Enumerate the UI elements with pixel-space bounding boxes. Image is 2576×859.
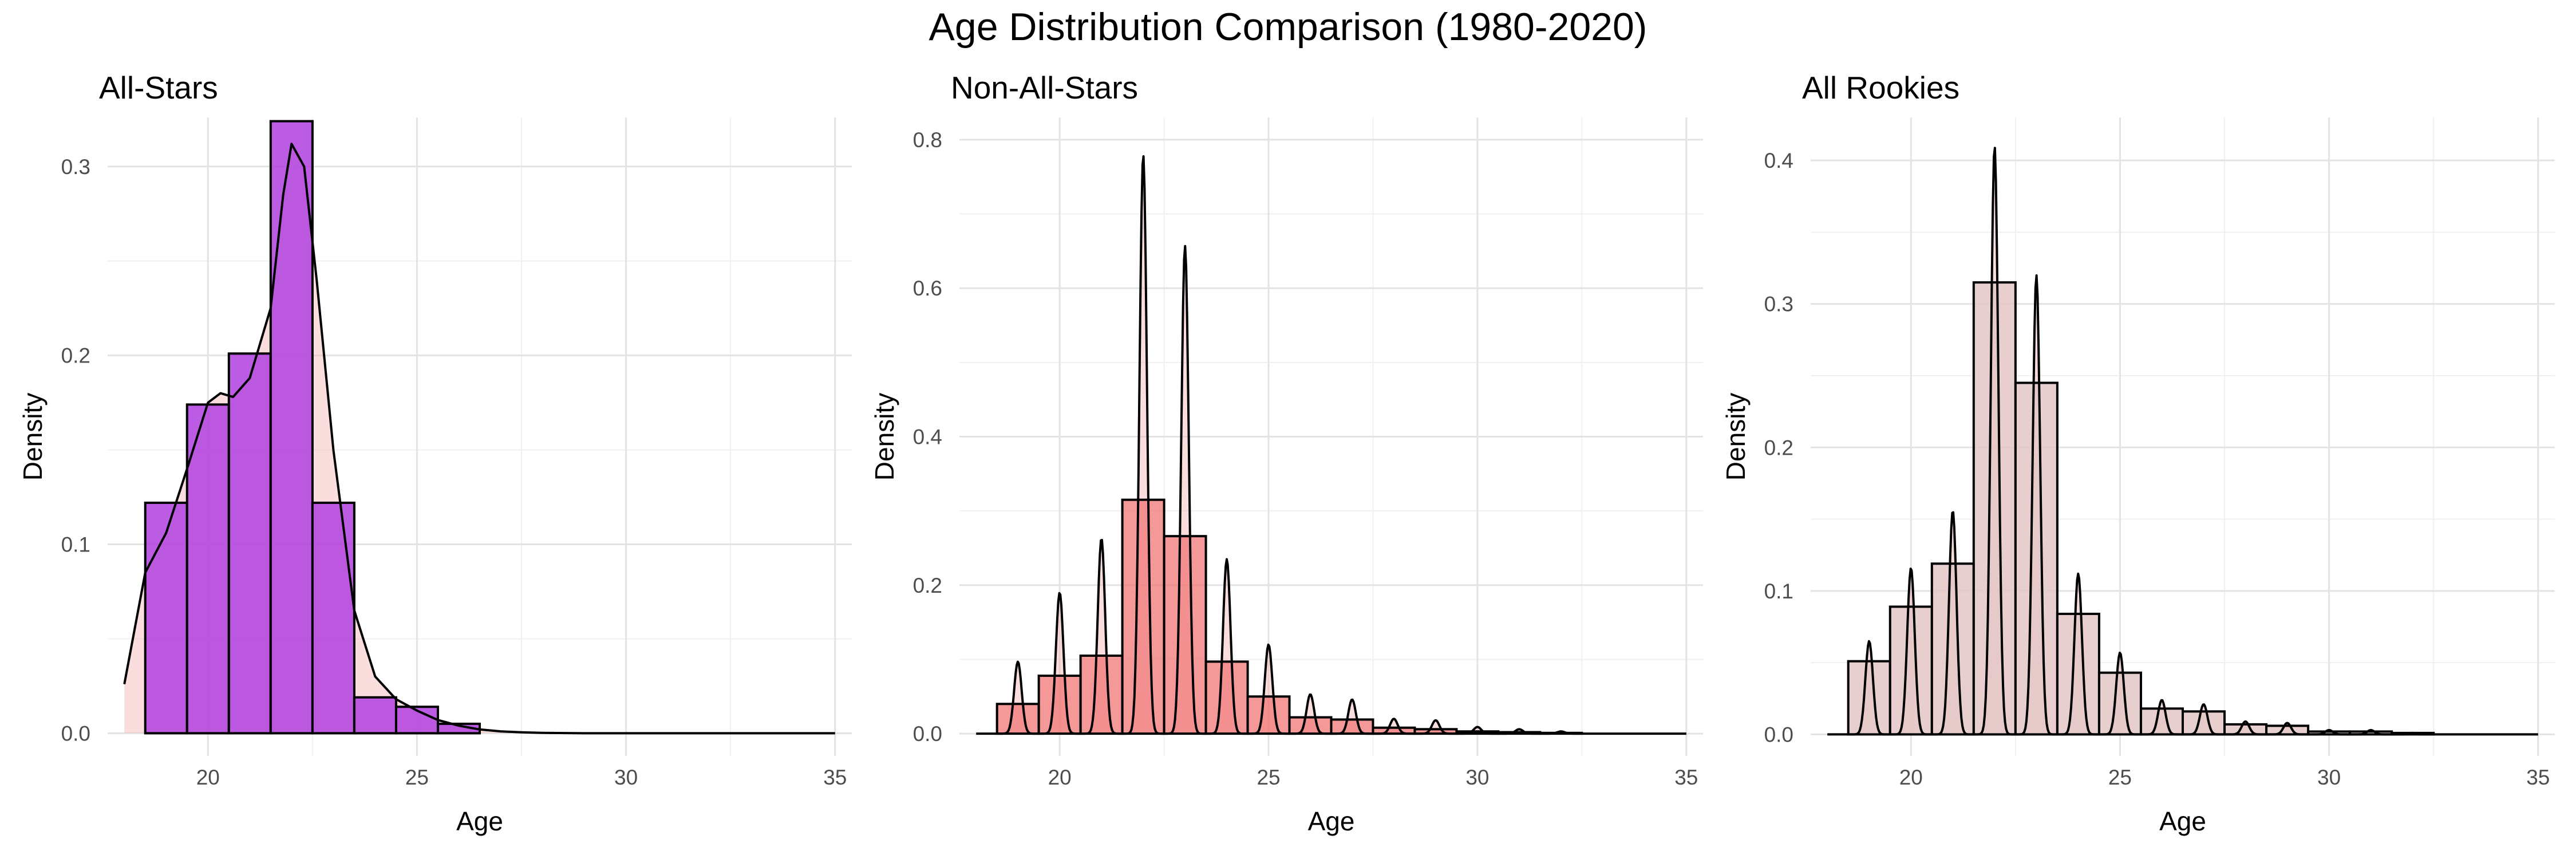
panel-title: All Rookies xyxy=(1802,70,1959,105)
histogram-bar xyxy=(1930,562,1975,736)
histogram-bar xyxy=(2014,381,2059,736)
histogram-bar xyxy=(1121,498,1165,735)
histogram-bar xyxy=(2223,723,2268,736)
x-tick-label: 35 xyxy=(2526,766,2550,789)
y-tick-label: 0.2 xyxy=(61,344,90,368)
density-area xyxy=(976,156,1686,734)
y-tick-label: 0.2 xyxy=(1764,436,1793,459)
panel-title: Non-All-Stars xyxy=(951,70,1138,105)
y-axis-title: Density xyxy=(18,393,48,480)
y-tick-label: 0.1 xyxy=(1764,580,1793,603)
histogram-bar xyxy=(2182,710,2226,736)
histogram-bar xyxy=(1888,605,1933,736)
density-curve xyxy=(976,155,1686,735)
x-tick-label: 25 xyxy=(2108,766,2132,789)
y-tick-label: 0.3 xyxy=(1764,293,1793,316)
panel-title: All-Stars xyxy=(99,70,218,105)
y-tick-label: 0.0 xyxy=(61,722,90,745)
histogram-bar xyxy=(1330,718,1374,735)
histogram-bar xyxy=(311,501,355,735)
y-tick-label: 0.0 xyxy=(913,722,942,746)
histogram-bar xyxy=(2265,724,2310,736)
histogram-bar xyxy=(1972,281,2017,736)
x-tick-label: 35 xyxy=(1674,766,1698,789)
x-tick-label: 30 xyxy=(2317,766,2341,789)
y-tick-label: 0.6 xyxy=(913,277,942,300)
chart-panel-2: 20 25 30 35 0.0 0.2 0.4 0.6 0.8 Age Density Non-All… xyxy=(870,70,1703,836)
y-tick-label: 0.3 xyxy=(61,155,90,179)
histogram-bar xyxy=(1246,695,1291,735)
chart-panel-1: 20 25 30 35 0.0 0.1 0.2 0.3 Age Density All-Stars xyxy=(18,70,852,836)
x-tick-label: 20 xyxy=(196,766,220,789)
histogram-bar xyxy=(1163,535,1207,735)
histogram-bar xyxy=(353,696,397,735)
y-tick-label: 0.8 xyxy=(913,128,942,152)
density-curve xyxy=(123,143,835,735)
histogram-bar xyxy=(1204,660,1249,735)
y-tick-label: 0.4 xyxy=(1764,149,1793,172)
y-tick-label: 0.0 xyxy=(1764,723,1793,746)
histogram-bar xyxy=(227,352,272,735)
chart-panel-3: 20 25 30 35 0.0 0.1 0.2 0.3 0.4 Age Density All Roo… xyxy=(1721,70,2555,836)
x-tick-label: 25 xyxy=(1257,766,1280,789)
figure-title: Age Distribution Comparison (1980-2020) xyxy=(929,5,1647,49)
y-tick-label: 0.1 xyxy=(61,533,90,557)
histogram-bar xyxy=(2139,707,2184,736)
y-axis-title: Density xyxy=(1721,393,1751,480)
x-tick-label: 35 xyxy=(823,766,847,789)
histogram-bar xyxy=(2097,671,2142,736)
histogram-bar xyxy=(185,403,230,735)
histogram-bar xyxy=(2056,612,2100,736)
x-axis-title: Age xyxy=(2159,806,2206,836)
y-axis-title: Density xyxy=(870,393,899,480)
x-tick-label: 30 xyxy=(614,766,638,789)
histogram-bar xyxy=(144,501,188,735)
x-axis-title: Age xyxy=(1308,806,1355,836)
x-tick-label: 30 xyxy=(1465,766,1489,789)
histogram-bar xyxy=(1037,674,1082,735)
histogram-bar xyxy=(269,120,314,735)
histogram-bar xyxy=(1847,660,1891,736)
histogram-bar xyxy=(995,703,1040,735)
x-tick-label: 20 xyxy=(1899,766,1923,789)
x-tick-label: 25 xyxy=(405,766,429,789)
histogram-bar xyxy=(1288,716,1333,735)
y-tick-label: 0.2 xyxy=(913,574,942,597)
y-tick-label: 0.4 xyxy=(913,425,942,449)
x-axis-title: Age xyxy=(456,806,503,836)
x-tick-label: 20 xyxy=(1048,766,1072,789)
density-curve xyxy=(1827,147,2538,736)
histogram-bar xyxy=(1079,654,1124,735)
